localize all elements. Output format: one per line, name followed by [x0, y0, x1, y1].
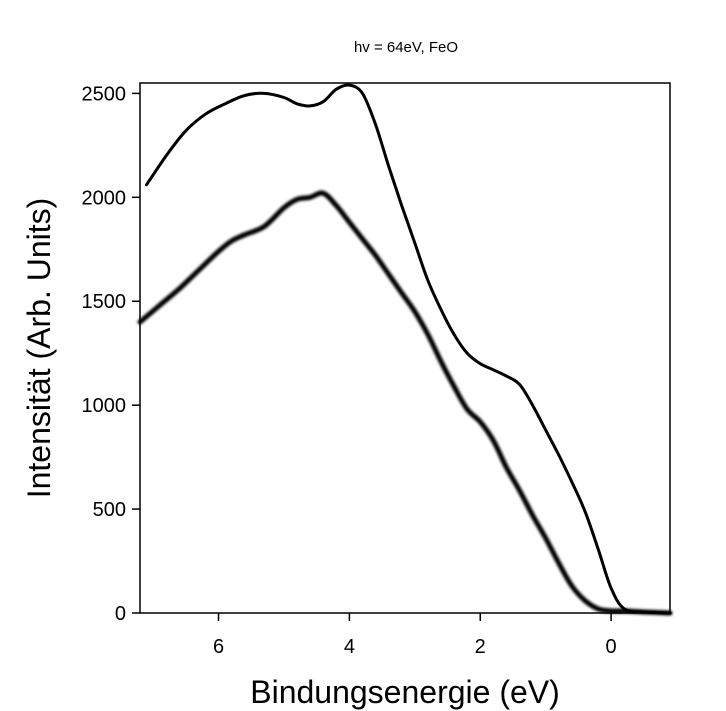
series-layer: [137, 83, 673, 616]
x-axis-label: Bindungsenergie (eV): [250, 674, 560, 710]
y-axis: 0 500 1000 1500 2000 2500: [82, 83, 140, 625]
x-tick-label: 6: [213, 636, 224, 658]
y-tick-label: 1000: [82, 395, 127, 417]
x-axis: 6 4 2 0: [213, 613, 617, 658]
x-tick-label: 0: [606, 636, 617, 658]
y-axis-label: Intensität (Arb. Units): [21, 198, 57, 499]
y-tick-label: 1500: [82, 291, 127, 313]
y-tick-label: 0: [115, 603, 126, 625]
series-line-2: [137, 190, 673, 616]
y-tick-label: 2500: [82, 83, 127, 105]
chart-title: hv = 64eV, FeO: [354, 39, 458, 56]
y-tick-label: 500: [93, 499, 126, 521]
series-line-1: [145, 83, 672, 615]
plot-frame: [139, 82, 671, 614]
x-tick-label: 4: [344, 636, 355, 658]
x-tick-label: 2: [475, 636, 486, 658]
y-tick-label: 2000: [82, 187, 127, 209]
